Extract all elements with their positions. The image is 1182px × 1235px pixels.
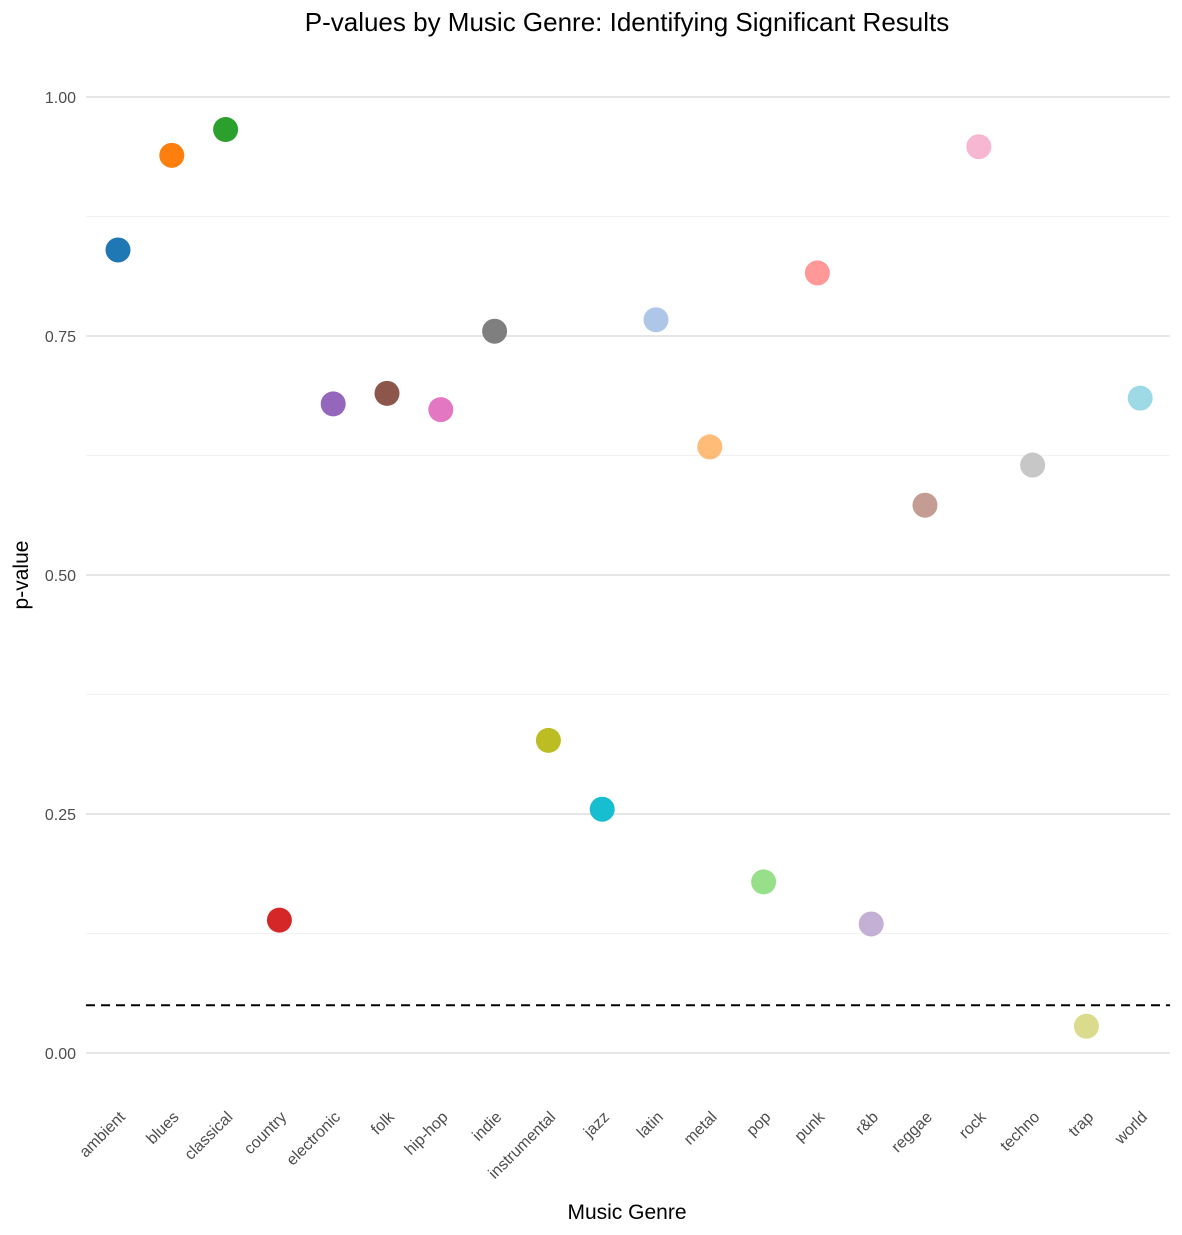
data-point-rock bbox=[966, 134, 992, 160]
data-points bbox=[105, 117, 1153, 1039]
x-tick-label: rock bbox=[956, 1108, 990, 1142]
data-point-indie bbox=[482, 318, 508, 344]
y-axis-ticks: 0.00 0.25 0.50 0.75 1.00 bbox=[45, 90, 76, 1063]
data-point-punk bbox=[804, 260, 830, 286]
data-point-techno bbox=[1020, 452, 1046, 478]
x-tick-label: reggae bbox=[889, 1109, 936, 1156]
data-point-electronic bbox=[320, 391, 346, 417]
data-point-ambient bbox=[105, 237, 131, 263]
x-tick-label: r&b bbox=[852, 1109, 882, 1139]
data-point-blues bbox=[159, 142, 185, 168]
data-point-pop bbox=[751, 869, 777, 895]
x-axis-title: Music Genre bbox=[567, 1201, 686, 1224]
x-tick-label: techno bbox=[997, 1109, 1043, 1155]
data-point-trap bbox=[1073, 1013, 1099, 1039]
x-tick-label: jazz bbox=[580, 1109, 613, 1142]
x-tick-label: latin bbox=[634, 1109, 667, 1142]
x-tick-label: indie bbox=[469, 1109, 505, 1145]
grid-lines bbox=[86, 96, 1170, 1054]
x-tick-label: electronic bbox=[284, 1109, 344, 1169]
x-tick-label: metal bbox=[681, 1109, 721, 1149]
y-axis-title: p-value bbox=[10, 541, 33, 610]
chart-title: P-values by Music Genre: Identifying Sig… bbox=[305, 7, 950, 37]
data-point-jazz bbox=[589, 796, 615, 822]
y-tick-label: 0.50 bbox=[45, 568, 76, 585]
y-tick-label: 0.00 bbox=[45, 1046, 76, 1063]
y-tick-label: 1.00 bbox=[45, 90, 76, 107]
data-point-classical bbox=[213, 117, 239, 143]
data-point-hip-hop bbox=[428, 397, 454, 423]
x-tick-label: classical bbox=[182, 1109, 237, 1164]
x-tick-label: blues bbox=[144, 1109, 183, 1148]
x-tick-label: pop bbox=[744, 1109, 775, 1140]
y-tick-label: 0.75 bbox=[45, 329, 76, 346]
data-point-folk bbox=[374, 380, 400, 406]
x-tick-label: punk bbox=[792, 1108, 829, 1145]
x-tick-label: country bbox=[241, 1109, 290, 1158]
x-tick-label: folk bbox=[368, 1108, 398, 1138]
data-point-latin bbox=[643, 307, 669, 333]
data-point-r-b bbox=[858, 911, 884, 937]
x-tick-label: ambient bbox=[77, 1108, 130, 1161]
x-tick-label: hip-hop bbox=[402, 1109, 452, 1159]
data-point-country bbox=[266, 907, 292, 933]
y-tick-label: 0.25 bbox=[45, 807, 76, 824]
data-point-metal bbox=[697, 434, 723, 460]
data-point-instrumental bbox=[535, 727, 561, 753]
data-point-world bbox=[1127, 385, 1153, 411]
x-tick-label: world bbox=[1111, 1109, 1151, 1149]
data-point-reggae bbox=[912, 492, 938, 518]
x-tick-label: trap bbox=[1066, 1109, 1098, 1141]
